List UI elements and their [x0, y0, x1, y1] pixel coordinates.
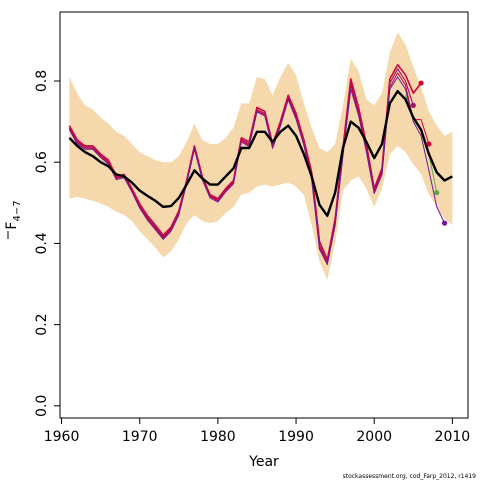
- y-tick-label-4: 0.8: [34, 70, 50, 92]
- y-axis-title-subscript: 4−7: [12, 200, 23, 221]
- footer-credit: stockassessment.org, cod_Farp_2012, r141…: [343, 473, 477, 480]
- plot-frame: [59, 11, 469, 419]
- series-marker-1: [418, 80, 424, 86]
- series-markers: [410, 80, 448, 226]
- x-tick-label-2010: 2010: [435, 429, 471, 445]
- series-marker-2: [410, 102, 416, 108]
- series-marker-3: [426, 141, 432, 147]
- x-axis-title: Year: [248, 454, 279, 470]
- x-tick-label-1970: 1970: [122, 429, 158, 445]
- series-line-4: [68, 76, 446, 266]
- y-axis-title-main: F: [4, 222, 20, 230]
- series-lines: [68, 63, 453, 266]
- x-tick-label-2000: 2000: [356, 429, 392, 445]
- svg-text:F4−7: F4−7: [4, 200, 23, 229]
- y-axis: 0.0 0.2 0.4 0.6 0.8: [34, 70, 60, 417]
- series-marker-4: [441, 220, 448, 226]
- x-tick-label-1990: 1990: [278, 429, 314, 445]
- x-tick-label-1960: 1960: [44, 429, 80, 445]
- x-axis: 1960 1970 1980 1990 2000 2010: [44, 418, 470, 445]
- series-marker-5: [434, 190, 440, 196]
- y-tick-label-1: 0.2: [34, 313, 50, 335]
- confidence-band: [69, 32, 453, 280]
- band-area: [69, 32, 453, 280]
- series-line-0: [68, 89, 453, 218]
- y-tick-label-3: 0.6: [34, 151, 50, 173]
- y-tick-label-0: 0.0: [34, 395, 50, 417]
- x-tick-label-1980: 1980: [200, 429, 236, 445]
- y-tick-label-2: 0.4: [34, 232, 50, 254]
- y-axis-title: F4−7: [4, 200, 23, 239]
